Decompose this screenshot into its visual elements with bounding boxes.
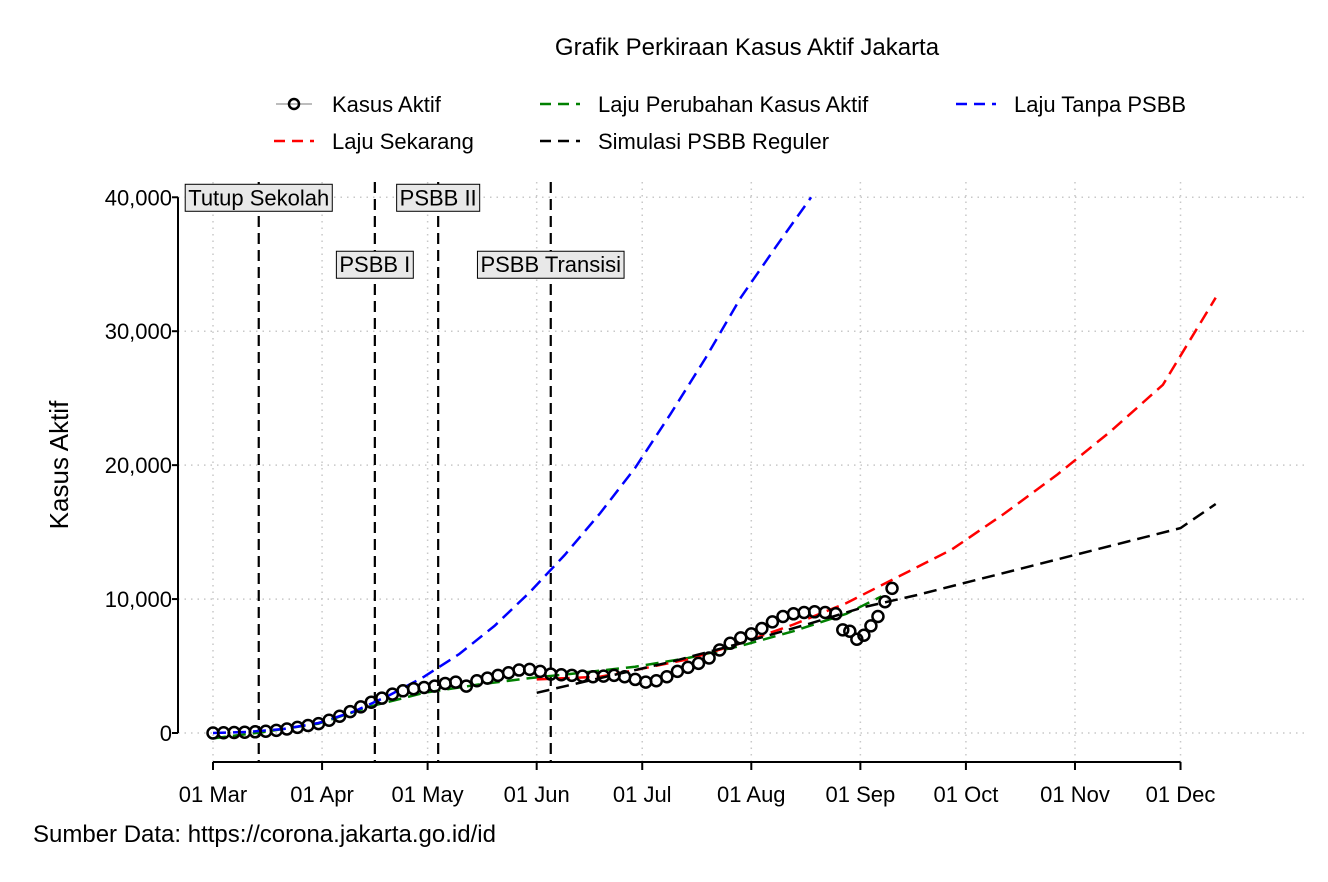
data-point-28 — [501, 665, 516, 680]
data-point-48 — [712, 643, 727, 657]
data-point-20 — [417, 680, 431, 695]
event-lines — [257, 182, 552, 762]
series-line-4 — [536, 502, 1217, 695]
data-point-60 — [836, 623, 850, 637]
series-line-1 — [212, 595, 883, 740]
data-point-55 — [786, 607, 801, 621]
y-axis-title: Kasus Aktif — [44, 400, 74, 529]
plot-area: 0 10,000 20,000 30,000 40,000 01 Mar 01 Apr 01 … — [105, 182, 1305, 807]
legend-entry-kasus-aktif: Kasus Aktif — [276, 92, 442, 117]
data-point-63 — [857, 628, 871, 642]
data-point-53 — [765, 615, 780, 629]
data-point-52 — [755, 621, 769, 636]
event-label-box-1 — [335, 250, 414, 279]
y-tick-label-0: 0 — [160, 721, 172, 746]
data-point-31 — [533, 664, 547, 679]
data-point-46 — [691, 656, 706, 671]
data-point-22 — [438, 676, 452, 691]
x-tick-label-6: 01 Sep — [826, 782, 896, 807]
event-label-box-3 — [476, 250, 625, 279]
data-point-54 — [776, 609, 790, 624]
y-tick-label-1: 10,000 — [105, 587, 172, 612]
x-tick-label-8: 01 Nov — [1040, 782, 1110, 807]
legend-label-simulasi-psbb: Simulasi PSBB Reguler — [598, 129, 829, 154]
x-tick-label-7: 01 Oct — [934, 782, 999, 807]
data-point-65 — [871, 609, 885, 624]
x-tick-label-2: 01 May — [392, 782, 464, 807]
data-point-67 — [885, 581, 899, 596]
x-tick-label-4: 01 Jul — [613, 782, 672, 807]
data-point-51 — [744, 627, 759, 641]
legend-entry-laju-sekarang: Laju Sekarang — [274, 129, 474, 154]
source-caption: Sumber Data: https://corona.jakarta.go.i… — [33, 821, 496, 848]
axes: 0 10,000 20,000 30,000 40,000 01 Mar 01 Apr 01 … — [105, 185, 1216, 807]
x-tick-label-0: 01 Mar — [179, 782, 247, 807]
event-label-2: PSBB II — [400, 185, 477, 210]
legend-entry-laju-perubahan: Laju Perubahan Kasus Aktif — [540, 92, 869, 117]
legend-entry-laju-tanpa-psbb: Laju Tanpa PSBB — [956, 92, 1186, 117]
legend: Kasus Aktif Laju Perubahan Kasus Aktif L… — [274, 92, 1186, 154]
legend-entry-simulasi-psbb: Simulasi PSBB Reguler — [540, 129, 829, 154]
event-label-1: PSBB I — [339, 252, 410, 277]
x-tick-label-9: 01 Dec — [1146, 782, 1216, 807]
series-points — [206, 581, 899, 740]
data-point-18 — [396, 684, 410, 698]
data-point-27 — [491, 668, 505, 683]
legend-label-laju-sekarang: Laju Sekarang — [332, 129, 474, 154]
data-point-66 — [878, 594, 892, 609]
event-labels: Tutup Sekolah PSBB I PSBB II PSBB Transisi — [184, 183, 625, 279]
event-label-box-2 — [396, 183, 481, 212]
legend-label-laju-perubahan: Laju Perubahan Kasus Aktif — [598, 92, 869, 117]
data-point-19 — [406, 682, 421, 696]
event-label-0: Tutup Sekolah — [188, 185, 329, 210]
series-group — [206, 196, 1217, 740]
legend-label-laju-tanpa-psbb: Laju Tanpa PSBB — [1014, 92, 1186, 117]
event-label-box-0 — [184, 183, 333, 212]
legend-marker-kasus-aktif — [287, 97, 301, 111]
y-tick-label-3: 30,000 — [105, 319, 172, 344]
data-point-26 — [480, 671, 495, 685]
data-point-24 — [459, 679, 474, 693]
y-tick-label-4: 40,000 — [105, 185, 172, 210]
x-tick-label-3: 01 Jun — [504, 782, 570, 807]
event-label-3: PSBB Transisi — [480, 252, 621, 277]
x-tick-label-1: 01 Apr — [290, 782, 354, 807]
data-point-61 — [843, 624, 857, 638]
chart-title: Grafik Perkiraan Kasus Aktif Jakarta — [555, 34, 940, 61]
data-point-13 — [343, 704, 357, 719]
data-point-12 — [332, 709, 347, 724]
data-point-47 — [702, 651, 716, 665]
data-point-41 — [639, 675, 653, 689]
data-point-59 — [828, 607, 843, 621]
data-point-40 — [628, 672, 642, 687]
data-point-43 — [660, 669, 674, 684]
data-point-14 — [354, 700, 368, 714]
x-tick-label-5: 01 Aug — [717, 782, 786, 807]
y-tick-label-2: 20,000 — [105, 453, 172, 478]
data-point-49 — [723, 636, 737, 651]
data-point-64 — [864, 619, 878, 633]
legend-label-kasus-aktif: Kasus Aktif — [332, 92, 442, 117]
